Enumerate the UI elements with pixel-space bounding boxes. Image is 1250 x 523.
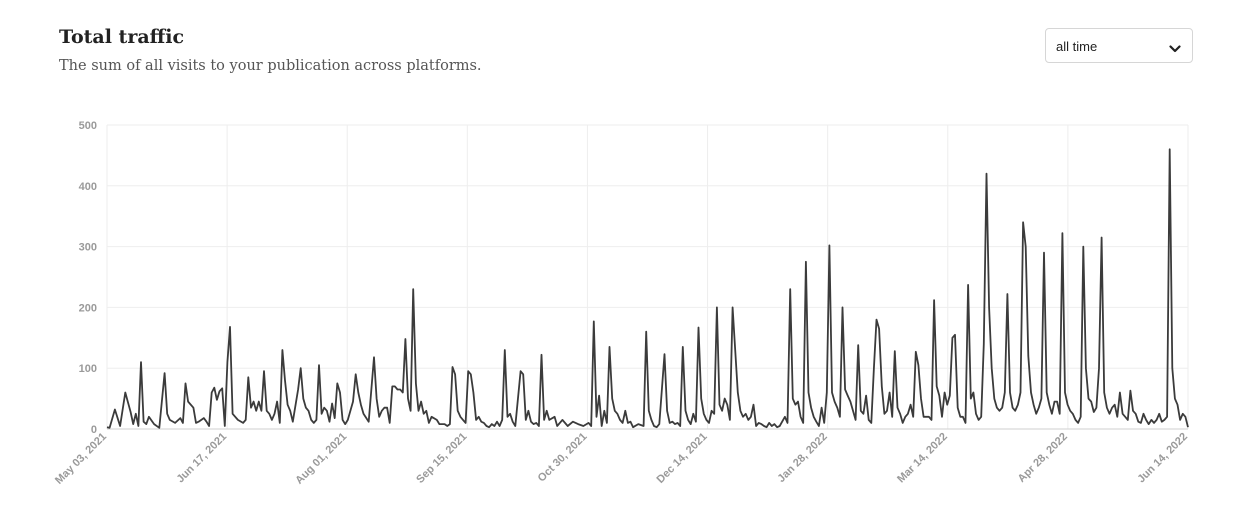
- x-tick-label: Mar 14, 2022: [895, 431, 950, 486]
- x-tick-label: Dec 14, 2021: [654, 431, 709, 486]
- time-range-select[interactable]: all time: [1045, 28, 1193, 63]
- y-tick-label: 300: [79, 242, 97, 254]
- x-tick-label: May 03, 2021: [53, 431, 109, 487]
- time-range-value: all time: [1056, 39, 1098, 54]
- page-title: Total traffic: [59, 26, 185, 48]
- x-tick-label: Apr 28, 2022: [1016, 431, 1070, 485]
- x-tick-label: Jan 28, 2022: [775, 431, 829, 485]
- series-line: [106, 148, 1189, 429]
- y-tick-label: 100: [79, 363, 97, 375]
- y-tick-label: 500: [79, 120, 97, 132]
- y-tick-label: 400: [79, 181, 97, 193]
- chevron-down-icon: [1169, 41, 1181, 59]
- x-tick-label: Sep 15, 2021: [414, 431, 469, 486]
- y-tick-label: 0: [91, 424, 97, 436]
- y-tick-label: 200: [79, 302, 97, 314]
- x-tick-label: Jun 14, 2022: [1135, 431, 1190, 486]
- page-subtitle: The sum of all visits to your publicatio…: [59, 58, 482, 74]
- x-tick-label: Oct 30, 2021: [536, 431, 590, 485]
- x-tick-label: Jun 17, 2021: [174, 431, 229, 486]
- x-tick-label: Aug 01, 2021: [293, 431, 349, 487]
